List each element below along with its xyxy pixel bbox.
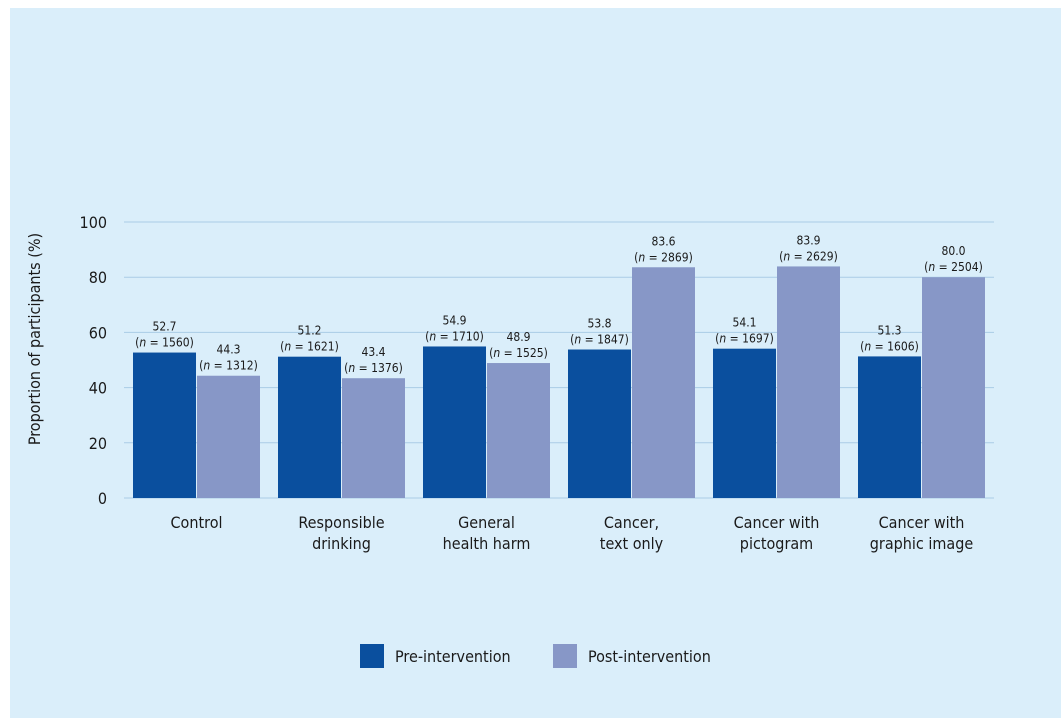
sample-size-label: (n = 1847) xyxy=(570,333,629,347)
sample-size-label: (n = 2629) xyxy=(779,249,838,263)
data-value-label: 54.1 xyxy=(732,316,756,330)
category-label: Cancer, xyxy=(604,513,659,532)
legend-swatch xyxy=(553,644,577,668)
bars xyxy=(133,266,985,498)
bar-post xyxy=(922,277,985,498)
legend-label: Post-intervention xyxy=(588,647,711,666)
bar-post xyxy=(487,363,550,498)
y-axis-ticks: 0 20 40 60 80 100 xyxy=(80,213,107,508)
sample-size-label: (n = 1525) xyxy=(489,346,548,360)
legend-swatch xyxy=(360,644,384,668)
category-label: drinking xyxy=(312,534,371,553)
y-tick-label: 20 xyxy=(89,434,107,453)
data-value-label: 52.7 xyxy=(152,320,176,334)
data-value-label: 51.2 xyxy=(297,324,321,338)
sample-size-label: (n = 1710) xyxy=(425,329,484,343)
sample-size-label: (n = 1606) xyxy=(860,339,919,353)
bar-post xyxy=(632,267,695,498)
data-value-label: 83.9 xyxy=(796,233,820,247)
data-value-label: 44.3 xyxy=(216,343,240,357)
data-value-label: 80.0 xyxy=(941,244,965,258)
data-value-label: 53.8 xyxy=(587,317,611,331)
y-tick-label: 60 xyxy=(89,323,107,342)
sample-size-label: (n = 2869) xyxy=(634,250,693,264)
sample-size-label: (n = 1560) xyxy=(135,336,194,350)
category-label: pictogram xyxy=(740,534,813,553)
category-label: text only xyxy=(600,534,664,553)
data-value-label: 51.3 xyxy=(877,323,901,337)
legend: Pre-intervention Post-intervention xyxy=(360,644,711,668)
bar-post xyxy=(197,375,260,498)
gridlines xyxy=(124,221,994,499)
bar-pre xyxy=(133,352,196,498)
bar-post xyxy=(777,266,840,498)
bar-pre xyxy=(858,356,921,498)
category-label: Control xyxy=(171,513,223,532)
sample-size-label: (n = 2504) xyxy=(924,260,983,274)
sample-size-label: (n = 1621) xyxy=(280,340,339,354)
sample-size-label: (n = 1697) xyxy=(715,332,774,346)
data-labels: 52.7 (n = 1560) 44.3 (n = 1312) 51.2 (n = 162… xyxy=(135,233,983,375)
category-label: health harm xyxy=(443,534,531,553)
x-axis-categories: Control Responsible drinking General health … xyxy=(171,513,974,553)
legend-label: Pre-intervention xyxy=(395,647,511,666)
category-label: Cancer with xyxy=(879,513,965,532)
sample-size-label: (n = 1376) xyxy=(344,361,403,375)
data-value-label: 43.4 xyxy=(361,345,385,359)
y-tick-label: 0 xyxy=(98,489,107,508)
category-label: Cancer with xyxy=(734,513,820,532)
data-value-label: 54.9 xyxy=(442,313,466,327)
y-tick-label: 80 xyxy=(89,268,107,287)
y-tick-label: 100 xyxy=(80,213,107,232)
data-value-label: 48.9 xyxy=(506,330,530,344)
y-axis-title: Proportion of participants (%) xyxy=(25,233,44,445)
sample-size-label: (n = 1312) xyxy=(199,359,258,373)
category-label: General xyxy=(458,513,515,532)
data-value-label: 83.6 xyxy=(651,234,675,248)
y-tick-label: 40 xyxy=(89,379,107,398)
category-label: Responsible xyxy=(298,513,384,532)
bar-pre xyxy=(278,356,341,498)
bar-pre xyxy=(568,349,631,498)
bar-post xyxy=(342,378,405,498)
bar-pre xyxy=(713,348,776,498)
bar-pre xyxy=(423,346,486,498)
category-label: graphic image xyxy=(870,534,974,553)
